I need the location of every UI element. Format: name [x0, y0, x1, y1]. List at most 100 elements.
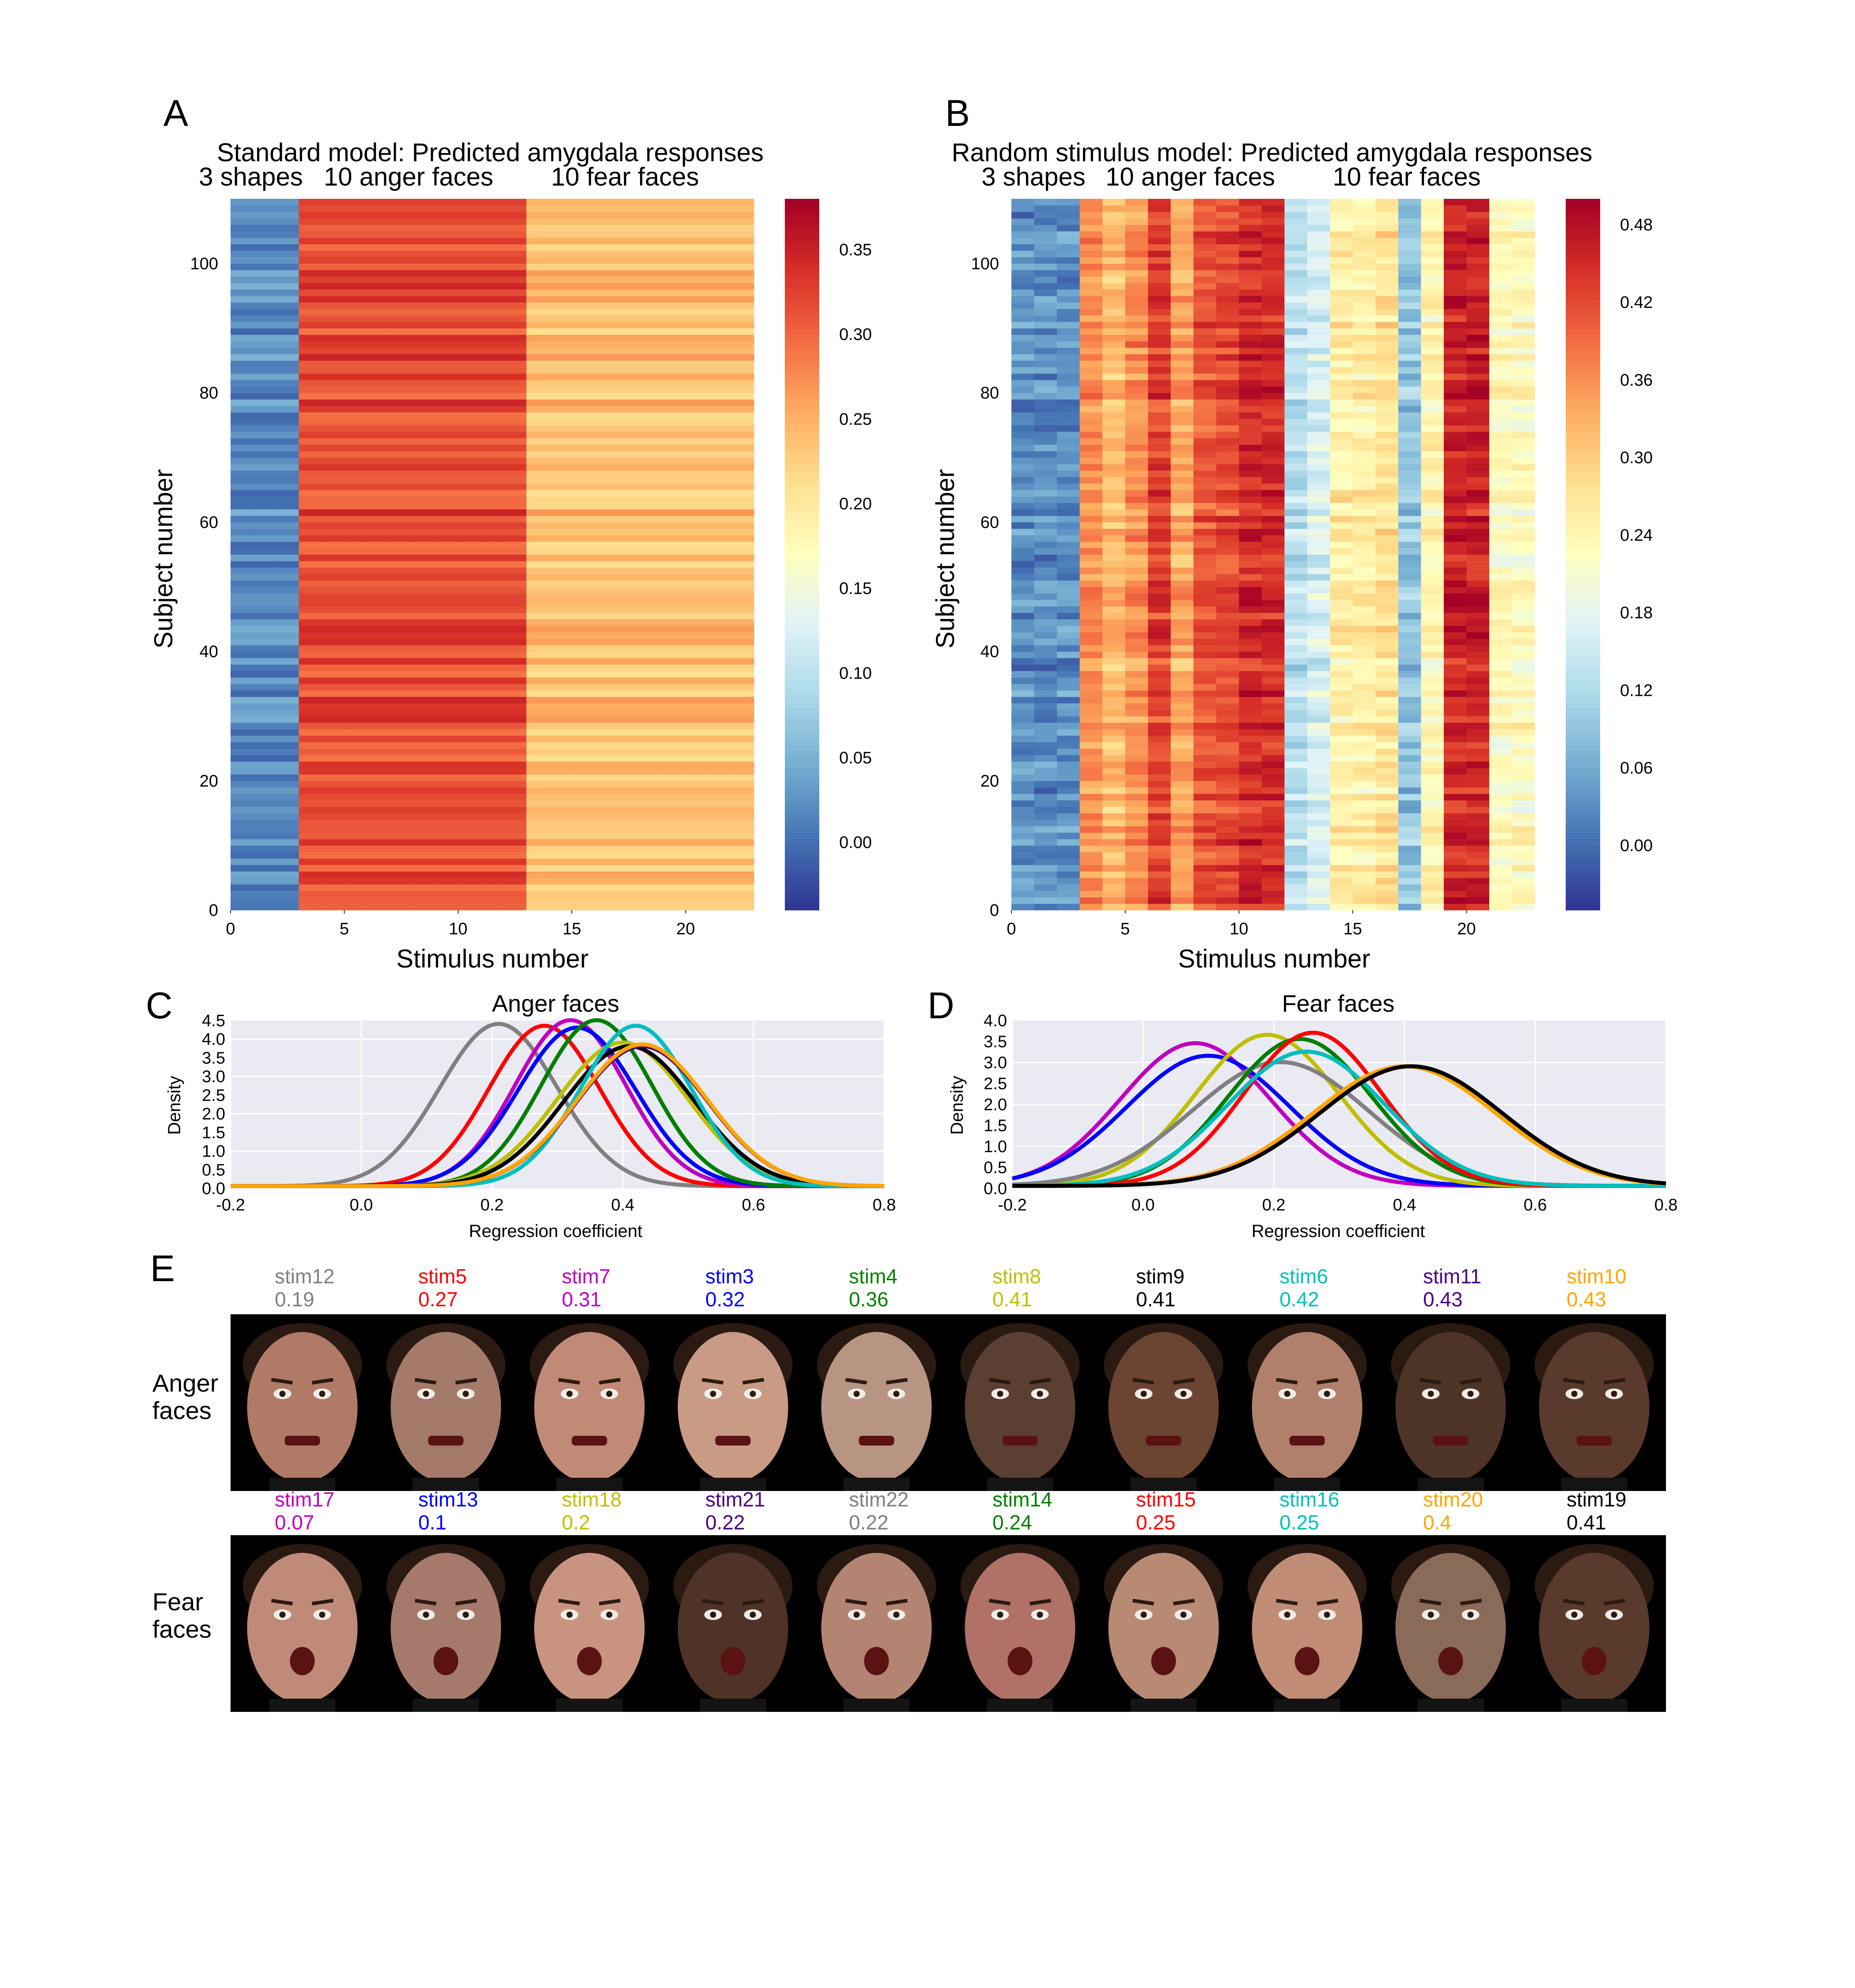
- heatmap-cell: [1352, 379, 1376, 387]
- heatmap-cell: [572, 729, 595, 736]
- heatmap-cell: [731, 729, 754, 736]
- heatmap-cell: [594, 793, 618, 801]
- heatmap-cell: [617, 839, 640, 846]
- heatmap-cell: [276, 328, 299, 335]
- heatmap-cell: [1057, 709, 1080, 717]
- heatmap-cell: [1011, 412, 1035, 419]
- heatmap-cell: [572, 651, 595, 658]
- heatmap-cell: [390, 587, 413, 594]
- heatmap-cell: [344, 425, 367, 432]
- heatmap-cell: [504, 819, 527, 827]
- heatmap-cell: [549, 367, 572, 374]
- heatmap-cell: [708, 884, 732, 891]
- heatmap-cell: [549, 308, 572, 316]
- heatmap-cell: [1239, 871, 1262, 878]
- heatmap-cell: [708, 839, 732, 846]
- heatmap-cell: [526, 477, 549, 484]
- heatmap-cell: [390, 283, 413, 290]
- heatmap-cell: [1489, 412, 1513, 419]
- heatmap-cell: [322, 839, 345, 846]
- heatmap-cell: [1102, 502, 1126, 510]
- heatmap-cell: [1057, 399, 1080, 406]
- heatmap-cell: [1261, 697, 1285, 704]
- heatmap-cell: [231, 871, 254, 878]
- heatmap-cell: [549, 800, 572, 807]
- heatmap-cell: [1034, 483, 1057, 490]
- heatmap-cell: [253, 406, 276, 413]
- heatmap-cell: [1170, 748, 1194, 755]
- heatmap-cell: [1443, 806, 1467, 814]
- heatmap-cell: [231, 406, 254, 413]
- heatmap-cell: [504, 548, 527, 555]
- heatmap-cell: [1489, 709, 1513, 717]
- heatmap-cell: [1352, 742, 1376, 749]
- heatmap-cell: [481, 768, 504, 775]
- heatmap-cell: [1466, 438, 1490, 445]
- heatmap-cell: [1307, 354, 1330, 361]
- heatmap-cell: [504, 755, 527, 762]
- heatmap-cell: [526, 522, 549, 529]
- heatmap-cell: [276, 683, 299, 690]
- heatmap-cell: [1512, 826, 1535, 833]
- heatmap-cell: [685, 845, 709, 852]
- heatmap-cell: [1284, 865, 1308, 872]
- heatmap-cell: [1489, 891, 1513, 898]
- heatmap-cell: [1512, 716, 1535, 723]
- heatmap-cell: [1102, 716, 1126, 723]
- heatmap-cell: [344, 431, 367, 439]
- heatmap-cell: [731, 393, 754, 400]
- heatmap-cell: [322, 489, 345, 497]
- heatmap-cell: [662, 386, 686, 393]
- heatmap-cell: [504, 270, 527, 277]
- heatmap-cell: [526, 897, 549, 904]
- heatmap-cell: [617, 296, 640, 303]
- heatmap-cell: [1239, 386, 1262, 393]
- heatmap-cell: [435, 244, 458, 251]
- heatmap-cell: [1125, 464, 1148, 471]
- heatmap-cell: [1489, 619, 1513, 626]
- heatmap-cell: [253, 658, 276, 665]
- heatmap-cell: [708, 308, 732, 316]
- colorbar-segment: [785, 791, 819, 798]
- heatmap-cell: [617, 612, 640, 619]
- heatmap-cell: [1284, 845, 1308, 852]
- heatmap-cell: [458, 302, 481, 309]
- heatmap-cell: [481, 897, 504, 904]
- heatmap-cell: [390, 567, 413, 574]
- heatmap-cell: [685, 438, 709, 445]
- heatmap-cell: [1057, 677, 1080, 684]
- heatmap-cell: [617, 379, 640, 387]
- heatmap-cell: [549, 354, 572, 361]
- heatmap-cell: [1261, 561, 1285, 568]
- heatmap-cell: [549, 761, 572, 768]
- heatmap-cell: [367, 709, 390, 717]
- heatmap-cell: [1466, 522, 1490, 529]
- heatmap-cell: [1443, 438, 1467, 445]
- heatmap-cell: [1375, 457, 1399, 464]
- heatmap-cell: [1421, 690, 1444, 697]
- heatmap-cell: [231, 322, 254, 329]
- heatmap-cell: [526, 502, 549, 510]
- heatmap-cell: [504, 334, 527, 341]
- heatmap-cell: [1079, 425, 1103, 432]
- colorbar-segment: [785, 353, 819, 360]
- heatmap-cell: [1284, 839, 1308, 846]
- heatmap-cell: [731, 367, 754, 374]
- heatmap-cell: [1421, 813, 1444, 820]
- heatmap-cell: [276, 528, 299, 535]
- heatmap-cell: [1489, 871, 1513, 878]
- heatmap-cell: [594, 897, 618, 904]
- heatmap-cell: [390, 373, 413, 380]
- heatmap-cell: [1125, 587, 1148, 594]
- heatmap-cell: [1193, 845, 1217, 852]
- heatmap-cell: [1375, 399, 1399, 406]
- heatmap-cell: [572, 444, 595, 451]
- heatmap-cell: [390, 205, 413, 212]
- heatmap-cell: [617, 470, 640, 477]
- heatmap-cell: [231, 199, 254, 206]
- heatmap-cell: [1284, 800, 1308, 807]
- heatmap-cell: [1261, 554, 1285, 561]
- heatmap-cell: [1330, 567, 1353, 574]
- heatmap-cell: [594, 709, 618, 717]
- heatmap-cell: [390, 212, 413, 219]
